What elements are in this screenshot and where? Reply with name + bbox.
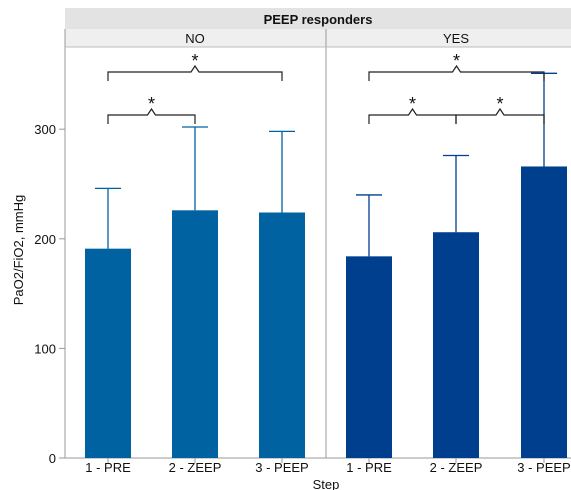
bar	[433, 232, 479, 458]
y-axis-label: PaO2/FiO2, mmHg	[11, 195, 26, 306]
x-axis-label: Step	[313, 477, 340, 490]
bar	[521, 166, 567, 459]
significance-star: *	[409, 94, 416, 114]
x-tick-label: 2 - ZEEP	[169, 460, 222, 475]
significance-bracket	[368, 64, 545, 81]
y-tick-label: 100	[34, 341, 56, 356]
significance-bracket	[107, 107, 196, 124]
significance-star: *	[453, 51, 460, 71]
panel-header-no	[65, 29, 326, 47]
x-tick-label: 3 - PEEP	[255, 460, 308, 475]
panel-header-yes	[326, 29, 571, 47]
significance-star: *	[148, 94, 155, 114]
bar	[259, 212, 305, 458]
panel-yes: 1 - PRE 2 - ZEEP 3 - PEEP * * *	[346, 51, 571, 475]
y-tick-label: 0	[49, 451, 56, 466]
y-tick-label: 200	[34, 232, 56, 247]
y-tick-label: 300	[34, 122, 56, 137]
panel-label-yes: YES	[443, 31, 469, 46]
x-tick-label: 1 - PRE	[85, 460, 131, 475]
bar	[85, 248, 131, 458]
chart-title: PEEP responders	[264, 12, 373, 27]
title-band	[65, 8, 571, 29]
significance-bracket	[455, 107, 545, 124]
x-tick-label: 3 - PEEP	[517, 460, 570, 475]
x-tick-label: 2 - ZEEP	[430, 460, 483, 475]
significance-star: *	[191, 51, 198, 71]
panel-no: 1 - PRE 2 - ZEEP 3 - PEEP * *	[85, 51, 309, 475]
x-tick-label: 1 - PRE	[346, 460, 392, 475]
significance-star: *	[496, 94, 503, 114]
chart-panels: 1 - PRE 2 - ZEEP 3 - PEEP * * 1 - PRE 2 - ZEEP…	[85, 51, 571, 475]
y-ticks: 0 100 200 300	[34, 122, 65, 466]
panel-label-no: NO	[185, 31, 205, 46]
significance-bracket	[107, 64, 283, 81]
bar	[346, 256, 392, 458]
bar	[172, 210, 218, 458]
